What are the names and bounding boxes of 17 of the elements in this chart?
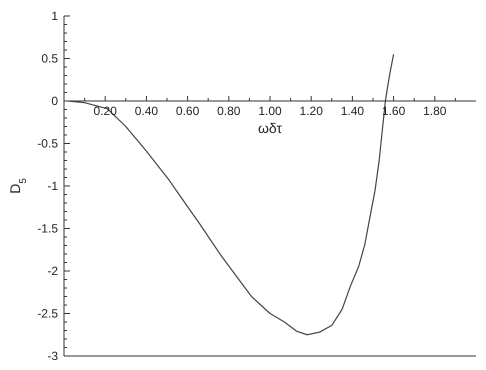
x-tick-label: 0.40 [134,104,158,118]
x-tick-label: 0.60 [176,104,200,118]
x-tick-label: 1.20 [300,104,324,118]
y-tick-label: -1 [47,179,58,193]
x-tick-label: 1.00 [258,104,282,118]
y-tick-label: 0.5 [41,52,58,66]
y-tick-label: -1.5 [37,222,58,236]
y-tick-label: -0.5 [37,136,58,150]
x-tick-label: 1.80 [423,104,447,118]
y-tick-label: 1 [51,9,58,23]
x-tick-label: 0.80 [217,104,241,118]
y-tick-label: -3 [47,349,58,363]
y-tick-label: -2 [47,264,58,278]
x-axis-title: ωδτ [258,120,282,136]
y-tick-label: 0 [51,94,58,108]
y-tick-label: -2.5 [37,306,58,320]
x-tick-label: 1.40 [340,104,364,118]
